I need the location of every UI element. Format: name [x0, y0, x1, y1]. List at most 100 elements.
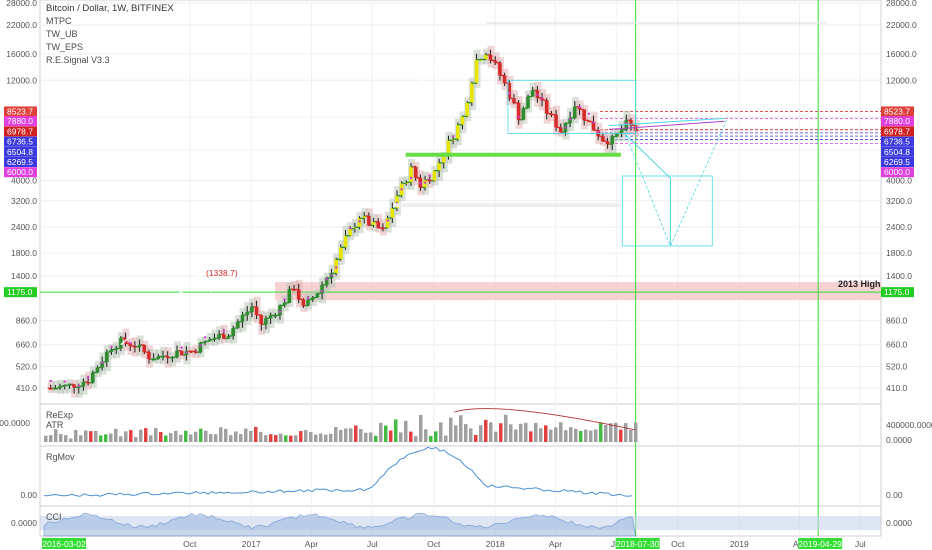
candle — [553, 105, 561, 136]
candle-body — [254, 306, 259, 315]
candle-body — [105, 351, 109, 362]
candle-body — [601, 136, 605, 142]
volume-bar — [479, 425, 483, 442]
signal-dot — [451, 135, 455, 138]
indicator-label-3: TW_EPS — [46, 42, 83, 52]
volume-bar — [514, 429, 518, 442]
y-tick-label-left: 22000.0 — [6, 20, 37, 30]
volume-bar — [509, 424, 513, 442]
candle-body — [72, 384, 76, 388]
main-price-panel[interactable] — [39, 0, 882, 405]
projection-box — [621, 175, 713, 247]
volume-bar — [624, 423, 628, 442]
x-tick-label: Apr — [549, 539, 562, 549]
volume-bar — [174, 430, 178, 442]
volume-bar — [69, 438, 73, 442]
signal-dot — [49, 379, 52, 383]
volume-bar — [594, 429, 598, 442]
volume-bar — [574, 428, 578, 442]
signal-dot — [348, 227, 352, 230]
signal-dot — [325, 278, 328, 281]
signal-dot — [568, 117, 572, 121]
candle-body — [217, 334, 221, 339]
candle-body — [474, 59, 479, 84]
candle — [323, 272, 331, 292]
volume-bar — [139, 429, 143, 442]
signal-dot — [400, 188, 403, 191]
candle — [590, 111, 598, 135]
volume-bar — [629, 429, 633, 442]
y-tick-label-left: 410.0 — [16, 383, 38, 393]
rgmov-panel[interactable] — [39, 445, 882, 507]
candle-body — [568, 117, 572, 124]
signal-dot — [592, 121, 595, 124]
signal-dot — [185, 351, 188, 354]
signal-dot — [180, 346, 183, 349]
volume-bar — [219, 427, 223, 442]
volume-bar — [529, 431, 533, 442]
sub-panels — [40, 408, 881, 537]
candle — [347, 222, 355, 241]
volume-bar — [389, 430, 393, 442]
candle — [576, 100, 584, 120]
indicator-label-1: MTPC — [46, 16, 72, 26]
signal-dot — [330, 274, 333, 277]
price-tag-right-label: 6736.5 — [884, 137, 910, 147]
projection-purple-line — [608, 120, 725, 130]
volume-bar — [414, 436, 418, 442]
volume-left-tick: 2000.0000 — [0, 418, 30, 428]
volume-bar — [469, 428, 473, 442]
volume-bar — [419, 415, 423, 442]
volume-bar — [94, 431, 98, 442]
candle — [534, 82, 542, 107]
candle-body — [544, 100, 549, 114]
volume-bar — [269, 434, 273, 442]
volume-bar — [544, 425, 548, 442]
volume-bar — [124, 431, 128, 442]
date-marker-label: 2018-07-30 — [616, 539, 660, 549]
signal-dot — [386, 219, 389, 222]
y-tick-label-left: 1800.0 — [11, 248, 37, 258]
candle-body — [437, 162, 441, 171]
volume-bar — [244, 428, 248, 442]
drawings — [120, 22, 826, 346]
y-tick-label-left: 860.0 — [16, 316, 38, 326]
y-tick-label-right: 1800.0 — [886, 248, 912, 258]
volume-bar — [454, 425, 458, 442]
volume-right-tick-bottom: 0.0000 — [886, 435, 912, 445]
candle-body — [264, 318, 268, 325]
volume-bar — [534, 422, 538, 442]
candle — [239, 307, 247, 332]
y-tick-label-left: 4000.0 — [11, 175, 37, 185]
price-tag-left-label: 7880.0 — [7, 116, 33, 126]
volume-bar — [379, 422, 383, 442]
candle-body — [268, 315, 273, 319]
signal-dot — [358, 220, 361, 223]
y-tick-label-right: 22000.0 — [886, 20, 917, 30]
price-tag-right — [881, 126, 914, 137]
signal-dot — [320, 290, 324, 293]
y-tick-label-left: 520.0 — [16, 361, 38, 371]
volume-bar — [209, 434, 213, 442]
candle — [393, 186, 401, 216]
price-tag-left-label: 6736.5 — [7, 137, 33, 147]
volume-bar — [459, 415, 463, 442]
price-tag-right-label: 6978.7 — [884, 126, 910, 136]
volume-bar — [489, 422, 493, 442]
candle-body — [376, 221, 381, 228]
candle-body — [282, 302, 287, 306]
volume-bar — [519, 423, 523, 442]
volume-bar — [284, 435, 288, 442]
candle-body — [236, 321, 240, 329]
volume-bar — [539, 428, 543, 442]
volume-bar — [149, 435, 153, 442]
y-tick-label-right: 1400.0 — [886, 271, 912, 281]
price-tag-right — [881, 167, 914, 178]
price-tag-right-label: 6269.5 — [884, 157, 910, 167]
range-box — [507, 79, 637, 134]
candle-body — [179, 350, 184, 355]
volume-bar — [264, 435, 268, 442]
candle-body — [175, 350, 179, 358]
volume-bar — [449, 417, 453, 442]
